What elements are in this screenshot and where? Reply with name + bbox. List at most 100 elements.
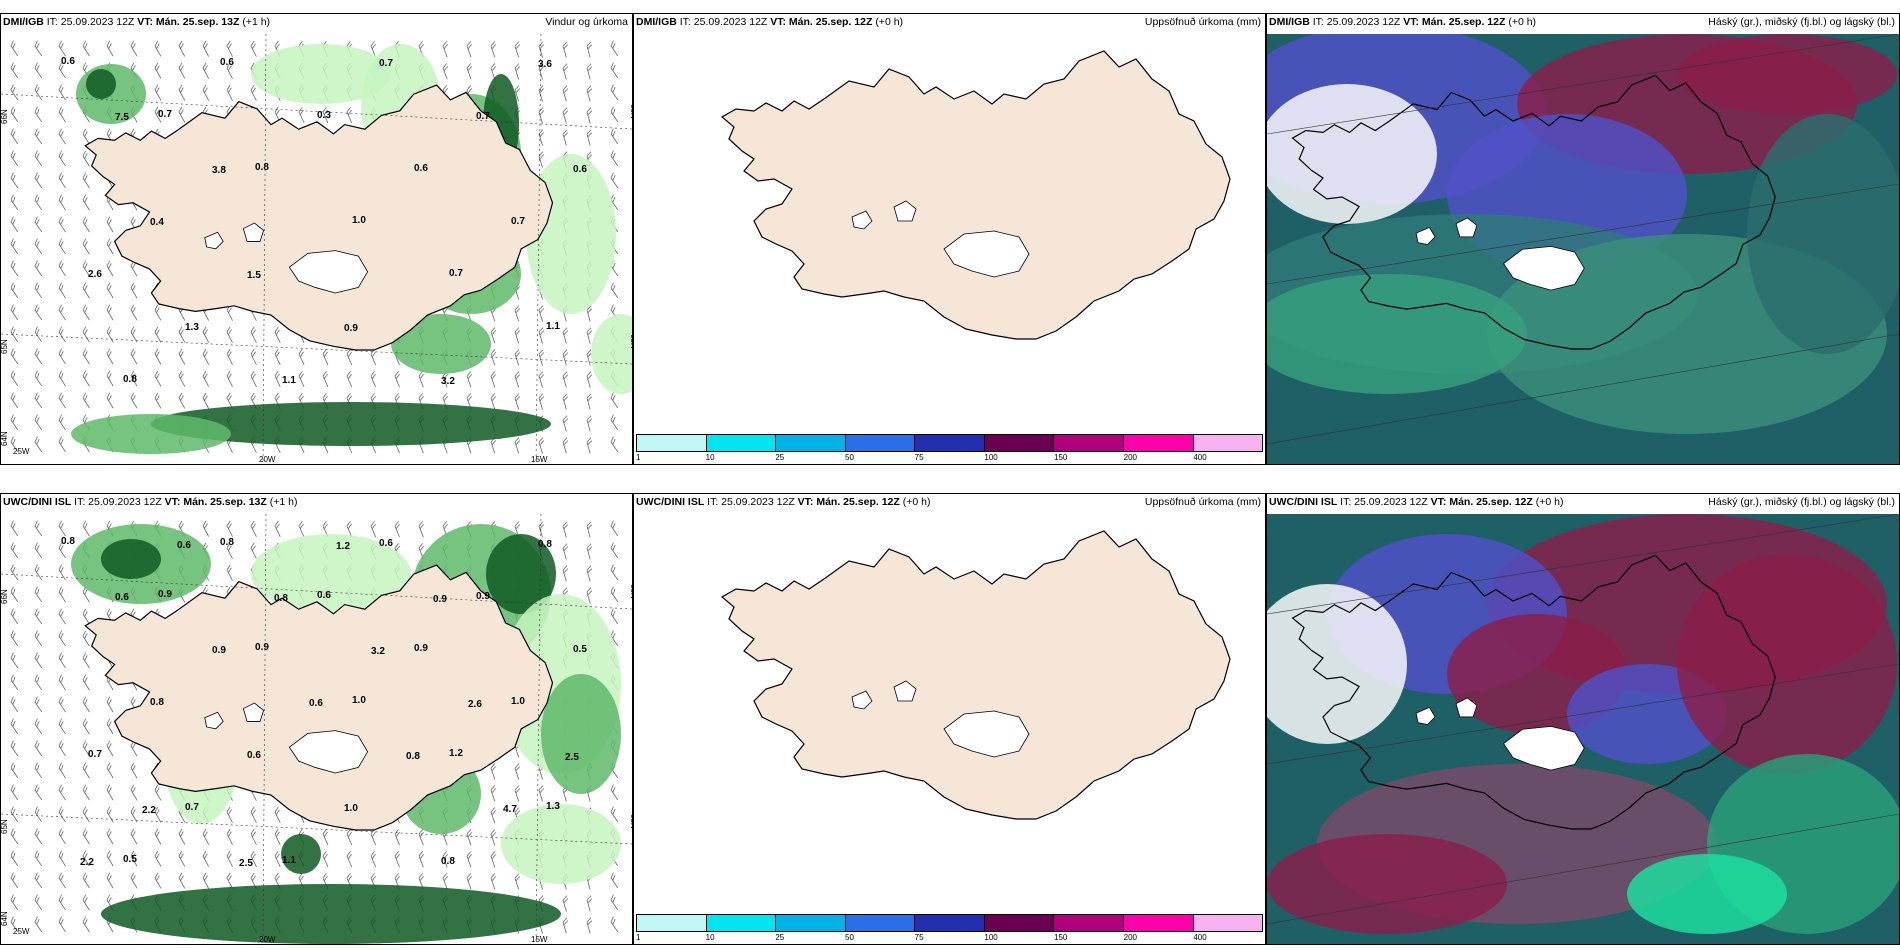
panel-title: DMI/IGB IT: 25.09.2023 12Z VT: Mán. 25.s… — [3, 16, 271, 28]
colorbar-cell — [637, 915, 707, 931]
colorbar-cell — [706, 915, 777, 931]
colorbar-cell — [776, 435, 846, 451]
panel-subtitle: Uppsöfnuð úrkoma (mm) — [1144, 16, 1261, 28]
precip-value-label: 0.6 — [115, 592, 129, 603]
precip-value-label: 3.2 — [441, 376, 455, 387]
precip-value-label: 4.7 — [503, 804, 517, 815]
precip-value-label: 0.8 — [441, 856, 455, 867]
precip-value-label: 0.9 — [476, 591, 490, 602]
precip-value-label: 1.0 — [352, 215, 366, 226]
precip-value-label: 0.7 — [185, 802, 199, 813]
precip-value-label: 0.8 — [220, 537, 234, 548]
precip-value-label: 0.3 — [317, 110, 331, 121]
colorbar-cell — [915, 915, 985, 931]
colorbar-cell — [1123, 435, 1194, 451]
precip-value-label: 1.5 — [247, 270, 261, 281]
colorbar-ticks: 1 10 25 50 75 100 150 200 400 — [636, 453, 1263, 464]
precip-value-label: 0.6 — [317, 590, 331, 601]
axis-label: 20W — [259, 455, 276, 464]
precip-value-label: 0.6 — [414, 163, 428, 174]
panel-title: UWC/DINI ISL IT: 25.09.2023 12Z VT: Mán.… — [3, 496, 298, 508]
precip-value-label: 0.7 — [476, 111, 490, 122]
precip-value-label: 3.8 — [212, 165, 226, 176]
precip-value-label: 0.9 — [158, 589, 172, 600]
colorbar-cell — [706, 435, 777, 451]
axis-label: 15W — [531, 455, 548, 464]
colorbar-tick: 100 — [984, 453, 998, 462]
panel-subtitle: Háský (gr.), miðský (fj.bl.) og lágský (… — [1708, 16, 1895, 28]
axis-label: 66N — [1, 589, 9, 604]
precip-value-label: 1.2 — [449, 748, 463, 759]
precip-value-label: 0.6 — [61, 56, 75, 67]
axis-label: 20W — [259, 935, 276, 944]
precip-value-label: 0.7 — [379, 58, 393, 69]
colorbar-cell — [1193, 435, 1263, 451]
colorbar-cell — [845, 915, 916, 931]
colorbar-tick: 25 — [775, 933, 785, 942]
precip-value-label: 2.6 — [468, 699, 482, 710]
precip-value-label: 0.8 — [255, 162, 269, 173]
precip-value-label: 0.6 — [309, 698, 323, 709]
colorbar-tick: 200 — [1123, 453, 1138, 462]
precip-value-label: 1.3 — [546, 801, 560, 812]
colorbar-tick: 10 — [705, 453, 715, 462]
precip-value-label: 2.5 — [239, 858, 253, 869]
colorbar-tick: 200 — [1123, 933, 1138, 942]
precip-value-label: 0.7 — [88, 749, 102, 760]
axis-label: 65N — [629, 334, 632, 349]
precip-value-label: 2.5 — [565, 752, 579, 763]
accumulated-precip-map — [634, 514, 1265, 914]
colorbar-cell — [984, 435, 1055, 451]
axis-label: 66N — [1, 109, 9, 124]
precip-value-label: 2.2 — [80, 857, 94, 868]
precip-value-label: 0.5 — [573, 644, 587, 655]
axis-label: 65N — [1, 339, 9, 354]
colorbar-tick: 75 — [914, 933, 924, 942]
precip-value-label: 0.8 — [61, 536, 75, 547]
wind-precip-map: 66N 65N 64N 66N 65N 25W 20W 15W 0.8 0.9 0.9 1.0 1.2 1… — [1, 514, 632, 944]
colorbar-cell — [1123, 915, 1194, 931]
precip-value-label: 3.2 — [371, 646, 385, 657]
panel-title: UWC/DINI ISL IT: 25.09.2023 12Z VT: Mán.… — [1269, 496, 1564, 508]
panel-title: DMI/IGB IT: 25.09.2023 12Z VT: Mán. 25.s… — [636, 16, 904, 28]
wind-panel-1: DMI/IGB IT: 25.09.2023 12Z VT: Mán. 25.s… — [0, 13, 633, 465]
colorbar-cell — [1054, 435, 1124, 451]
axis-label: 66N — [629, 584, 632, 599]
precip-value-label: 1.0 — [511, 696, 525, 707]
colorbar-cell — [915, 435, 985, 451]
precip-value-label: 1.1 — [282, 375, 296, 386]
precip-value-label: 1.1 — [546, 321, 560, 332]
axis-label: 15W — [531, 935, 548, 944]
colorbar-tick: 100 — [984, 933, 998, 942]
colorbar-tick: 75 — [914, 453, 924, 462]
colorbar-cell — [1193, 915, 1263, 931]
cloud-cover-map — [1267, 514, 1899, 944]
panel-title: UWC/DINI ISL IT: 25.09.2023 12Z VT: Mán.… — [636, 496, 931, 508]
precip-value-label: 1.3 — [185, 322, 199, 333]
colorbar-tick: 10 — [705, 933, 715, 942]
precip-value-label: 0.4 — [150, 217, 164, 228]
colorbar-cell — [637, 435, 707, 451]
axis-label: 25W — [13, 447, 30, 456]
precip-value-label: 1.0 — [344, 803, 358, 814]
colorbar-ticks: 1 10 25 50 75 100 150 200 400 — [636, 933, 1263, 944]
precip-value-label: 0.7 — [449, 268, 463, 279]
colorbar-tick: 25 — [775, 453, 785, 462]
colorbar-tick: 400 — [1193, 933, 1207, 942]
precip-value-label: 1.0 — [352, 695, 366, 706]
colorbar-cell — [845, 435, 916, 451]
precip-value-label: 0.6 — [573, 164, 587, 175]
precip-value-label: 0.9 — [255, 642, 269, 653]
precip-value-label: 0.9 — [212, 645, 226, 656]
colorbar-tick: 150 — [1054, 933, 1068, 942]
precip-value-label: 0.8 — [274, 593, 288, 604]
cloud-panel-2: UWC/DINI ISL IT: 25.09.2023 12Z VT: Mán.… — [1266, 493, 1900, 945]
precip-panel-2: UWC/DINI ISL IT: 25.09.2023 12Z VT: Mán.… — [633, 493, 1266, 945]
precip-colorbar — [636, 434, 1263, 452]
axis-label: 65N — [629, 814, 632, 829]
wind-panel-2: UWC/DINI ISL IT: 25.09.2023 12Z VT: Mán.… — [0, 493, 633, 945]
colorbar-tick: 50 — [845, 453, 854, 462]
precip-value-label: 7.5 — [115, 112, 129, 123]
axis-label: 25W — [13, 927, 30, 936]
colorbar-tick: 1 — [636, 933, 641, 942]
